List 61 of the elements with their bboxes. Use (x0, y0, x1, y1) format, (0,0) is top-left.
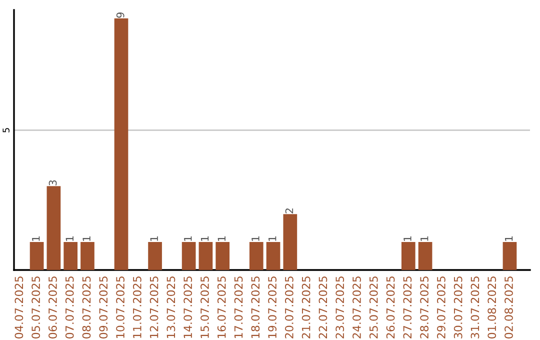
bar (80, 242, 94, 270)
x-tick-label: 26.07.2025 (386, 276, 395, 338)
data-label: 1 (505, 236, 513, 241)
x-tick-label: 05.07.2025 (32, 276, 40, 338)
x-tick-label: 09.07.2025 (99, 276, 108, 338)
data-label: 3 (48, 180, 57, 186)
x-tick-label: 21.07.2025 (302, 276, 310, 338)
bar (148, 242, 162, 270)
x-tick-label: 16.07.2025 (217, 276, 226, 338)
bar (502, 242, 517, 270)
data-label: 2 (285, 208, 294, 214)
x-tick-label: 12.07.2025 (150, 276, 158, 338)
bar (64, 242, 78, 270)
x-tick-label: 20.07.2025 (284, 276, 294, 338)
x-tick-label: 13.07.2025 (166, 276, 176, 338)
bar (283, 214, 298, 270)
x-tick-label: 31.07.2025 (470, 276, 480, 338)
x-tick-label: 15.07.2025 (200, 276, 209, 338)
x-tick-label: 24.07.2025 (352, 276, 361, 338)
x-tick-label: 30.07.2025 (454, 276, 462, 338)
x-tick-label: 18.07.2025 (251, 276, 260, 338)
data-label: 1 (184, 236, 192, 241)
data-label: 1 (200, 236, 209, 241)
data-label: 1 (268, 236, 276, 241)
data-label: 1 (150, 236, 158, 241)
x-tick-label: 11.07.2025 (132, 276, 142, 338)
bar (266, 242, 280, 270)
data-label: 1 (32, 236, 40, 241)
x-tick-label: 17.07.2025 (234, 276, 243, 338)
bar (114, 18, 128, 270)
data-label: 1 (420, 236, 428, 241)
data-label: 1 (404, 236, 412, 241)
data-label: 1 (66, 236, 74, 241)
bar (30, 242, 44, 270)
x-tick-label: 06.07.2025 (48, 276, 57, 338)
x-tick-label: 25.07.2025 (369, 276, 378, 338)
bar (46, 186, 61, 270)
x-tick-label: 23.07.2025 (336, 276, 344, 338)
bar (216, 242, 230, 270)
data-label: 1 (252, 236, 260, 241)
data-label: 9 (116, 12, 124, 18)
x-tick-label: 02.08.2025 (504, 276, 513, 338)
x-tick-label: 08.07.2025 (82, 276, 91, 338)
bar (198, 242, 213, 270)
x-tick-label: 28.07.2025 (420, 276, 429, 338)
x-tick-label: 04.07.2025 (14, 276, 24, 338)
bar (418, 242, 432, 270)
x-tick-label: 14.07.2025 (184, 276, 192, 338)
data-label: 1 (218, 236, 226, 241)
data-label: 1 (82, 236, 90, 241)
bar (401, 242, 416, 270)
x-tick-label: 19.07.2025 (268, 276, 276, 338)
x-tick-label: 01.08.2025 (488, 276, 496, 338)
bar (249, 242, 264, 270)
x-tick-label: 10.07.2025 (116, 276, 124, 338)
x-tick-label: 22.07.2025 (318, 276, 328, 338)
x-tick-label: 29.07.2025 (436, 276, 446, 338)
x-tick-label: 07.07.2025 (65, 276, 74, 338)
bar (182, 242, 196, 270)
y-tick-label: 5 (2, 128, 10, 132)
x-tick-label: 27.07.2025 (403, 276, 412, 338)
